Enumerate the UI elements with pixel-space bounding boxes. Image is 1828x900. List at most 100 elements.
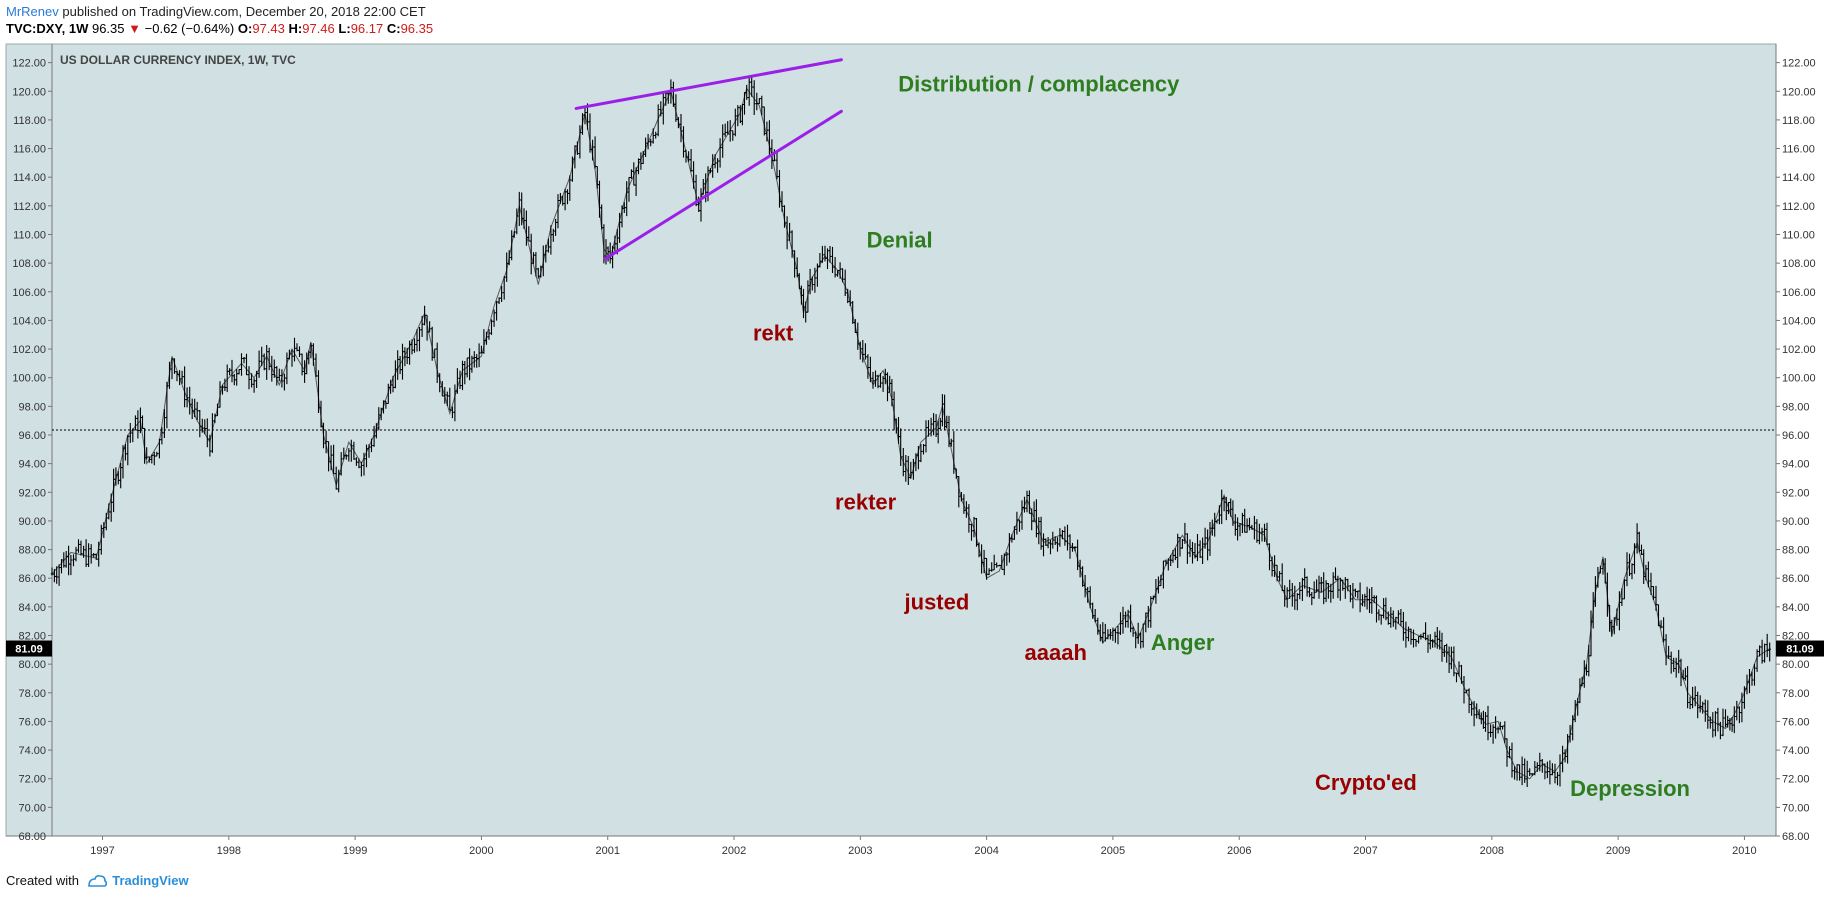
y-tick-label: 106.00 [12, 287, 46, 299]
y-tick-label: 70.00 [1782, 802, 1810, 814]
annotation-label: Anger [1151, 630, 1215, 655]
x-tick-label: 2006 [1227, 845, 1251, 857]
y-tick-label: 82.00 [18, 630, 46, 642]
annotation-label: rekter [835, 489, 897, 514]
y-tick-label: 118.00 [13, 115, 46, 127]
down-arrow-icon: ▼ [128, 21, 142, 36]
wedge-pattern [574, 58, 843, 261]
y-tick-label: 118.00 [1782, 115, 1815, 127]
y-tick-label: 96.00 [18, 430, 46, 442]
y-tick-label: 114.00 [1782, 172, 1815, 184]
x-tick-label: 2009 [1606, 845, 1630, 857]
y-tick-label: 120.00 [1782, 86, 1816, 98]
chart-title: US DOLLAR CURRENCY INDEX, 1W, TVC [60, 53, 296, 67]
close-label: C: [386, 21, 401, 36]
y-tick-label: 76.00 [18, 716, 46, 728]
ohlc-legend: TVC:DXY, 1W 96.35 ▼ −0.62 (−0.64%) O:97.… [6, 21, 433, 36]
annotations: Distribution / complacency Denial rekt rekt… [753, 71, 1690, 801]
y-tick-label: 88.00 [18, 545, 46, 557]
y-tick-label: 74.00 [1782, 745, 1810, 757]
y-tick-label: 98.00 [18, 401, 46, 413]
y-tick-label: 98.00 [1782, 401, 1810, 413]
publish-info: MrRenev published on TradingView.com, De… [6, 4, 426, 19]
tradingview-logo-icon[interactable] [87, 874, 107, 891]
y-tick-label: 68.00 [1782, 831, 1810, 843]
y-tick-label: 70.00 [18, 802, 46, 814]
x-tick-label: 2008 [1480, 845, 1504, 857]
created-with-label: Created with [6, 873, 79, 888]
price-line [51, 87, 1770, 780]
open-value: 97.43 [252, 21, 285, 36]
y-tick-label: 100.00 [12, 373, 46, 385]
x-tick-label: 1999 [343, 845, 367, 857]
close-value: 96.35 [400, 21, 434, 36]
y-tick-label: 86.00 [1782, 573, 1810, 585]
tradingview-brand-link[interactable]: TradingView [112, 873, 189, 888]
x-tick-label: 2004 [974, 845, 998, 857]
x-tick-label: 2007 [1353, 845, 1377, 857]
y-tick-label: 106.00 [1782, 287, 1816, 299]
y-tick-label: 104.00 [1782, 315, 1816, 327]
x-tick-label: 2005 [1101, 845, 1125, 857]
last-price: 96.35 [91, 21, 125, 36]
y-axis-left[interactable]: 68.00 70.00 72.00 74.00 76.00 78.00 80.00 82.00… [12, 58, 52, 843]
y-tick-label: 102.00 [12, 344, 46, 356]
annotation-label: Denial [867, 227, 933, 252]
x-axis[interactable]: 1997 1998 1999 2000 2001 2002 2003 2004 2005 2006… [90, 836, 1757, 857]
y-tick-label: 68.00 [18, 831, 46, 843]
price-tags: 81.09 81.09 [6, 640, 1824, 657]
current-price-label: 81.09 [15, 644, 43, 656]
y-tick-label: 76.00 [1782, 716, 1810, 728]
y-tick-label: 116.00 [13, 144, 46, 156]
y-tick-label: 112.00 [1782, 201, 1815, 213]
wedge-upper-line [574, 58, 843, 110]
y-tick-label: 92.00 [1782, 487, 1810, 499]
open-label: O: [237, 21, 253, 36]
x-tick-label: 2003 [848, 845, 872, 857]
x-tick-label: 1998 [217, 845, 241, 857]
y-tick-label: 72.00 [1782, 774, 1810, 786]
y-tick-label: 94.00 [18, 459, 46, 471]
y-tick-label: 78.00 [18, 688, 46, 700]
current-price-label: 81.09 [1786, 644, 1814, 656]
plot-area[interactable] [5, 43, 1777, 837]
y-tick-label: 78.00 [1782, 688, 1810, 700]
y-tick-label: 86.00 [18, 573, 46, 585]
y-tick-label: 102.00 [1782, 344, 1816, 356]
annotation-label: justed [904, 590, 970, 615]
y-axis-right[interactable]: 68.00 70.00 72.00 74.00 76.00 78.00 80.00 82.00… [1776, 58, 1816, 843]
x-tick-label: 1997 [90, 845, 114, 857]
symbol-label: TVC:DXY, 1W [6, 21, 89, 36]
high-label: H: [288, 21, 303, 36]
y-tick-label: 108.00 [12, 258, 46, 270]
y-tick-label: 120.00 [12, 86, 46, 98]
high-value: 97.46 [302, 21, 335, 36]
y-tick-label: 84.00 [18, 602, 46, 614]
wedge-lower-line [603, 109, 843, 261]
y-tick-label: 72.00 [18, 774, 46, 786]
y-tick-label: 92.00 [18, 487, 46, 499]
x-tick-label: 2001 [595, 845, 619, 857]
y-tick-label: 122.00 [12, 58, 46, 70]
x-tick-label: 2002 [722, 845, 746, 857]
y-tick-label: 82.00 [1782, 630, 1810, 642]
current-price-tag [1776, 640, 1824, 657]
annotation-label: rekt [753, 320, 794, 345]
published-text: published on TradingView.com, December 2… [62, 4, 426, 19]
low-value: 96.17 [350, 21, 384, 36]
annotation-label: Depression [1570, 776, 1690, 801]
low-label: L: [338, 21, 351, 36]
y-tick-label: 110.00 [13, 229, 46, 241]
y-tick-label: 114.00 [13, 172, 46, 184]
annotation-label: Crypto'ed [1315, 770, 1417, 795]
price-change: −0.62 (−0.64%) [144, 21, 235, 36]
y-tick-label: 108.00 [1782, 258, 1816, 270]
author-link[interactable]: MrRenev [6, 4, 59, 19]
y-tick-label: 110.00 [1782, 229, 1815, 241]
annotation-label: Distribution / complacency [898, 71, 1180, 96]
y-tick-label: 80.00 [18, 659, 46, 671]
price-series [50, 76, 1771, 787]
y-tick-label: 96.00 [1782, 430, 1810, 442]
y-tick-label: 74.00 [18, 745, 46, 757]
